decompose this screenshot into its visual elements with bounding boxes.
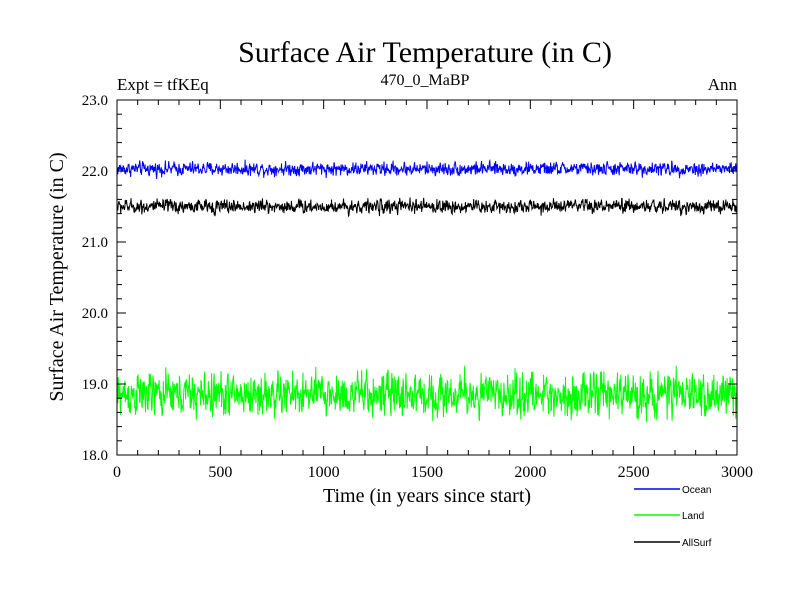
legend: Ocean Land AllSurf: [634, 485, 712, 549]
y-tick-label: 19.0: [82, 377, 108, 393]
legend-label: AllSurf: [682, 538, 712, 549]
x-tick-label: 1500: [411, 464, 443, 481]
legend-label: Land: [682, 511, 704, 522]
y-tick-label: 20.0: [82, 306, 108, 322]
ticks-layer: 0 500 1000 1500 2000 2500 3000 18.0 19.0 20.0 21.0…: [82, 93, 753, 481]
x-tick-label: 3000: [721, 464, 753, 481]
chart-subtitle-center: 470_0_MaBP: [381, 72, 470, 89]
legend-item-allsurf: AllSurf: [634, 538, 712, 549]
legend-item-land: Land: [634, 511, 704, 522]
series-line-allsurf: [116, 197, 738, 218]
x-tick-label: 1000: [308, 464, 340, 481]
legend-item-ocean: Ocean: [634, 485, 711, 496]
x-tick-label: 2500: [618, 464, 650, 481]
x-tick-label: 2000: [514, 464, 546, 481]
x-tick-label: 500: [208, 464, 232, 481]
plot-frame: [116, 99, 738, 456]
series-layer: [116, 158, 738, 423]
y-tick-label: 22.0: [82, 164, 108, 180]
y-axis-label: Surface Air Temperature (in C): [46, 152, 68, 401]
series-line-ocean: [116, 158, 738, 180]
series-line-land: [116, 365, 738, 423]
chart-subtitle-right: Ann: [708, 75, 738, 94]
y-tick-label: 18.0: [82, 448, 108, 464]
y-tick-label: 23.0: [82, 93, 108, 109]
x-axis-label: Time (in years since start): [323, 485, 531, 507]
y-tick-label: 21.0: [82, 235, 108, 251]
chart-subtitle-left: Expt = tfKEq: [117, 75, 209, 94]
x-tick-label: 0: [113, 464, 121, 481]
legend-label: Ocean: [682, 485, 711, 496]
chart-title: Surface Air Temperature (in C): [238, 36, 612, 69]
